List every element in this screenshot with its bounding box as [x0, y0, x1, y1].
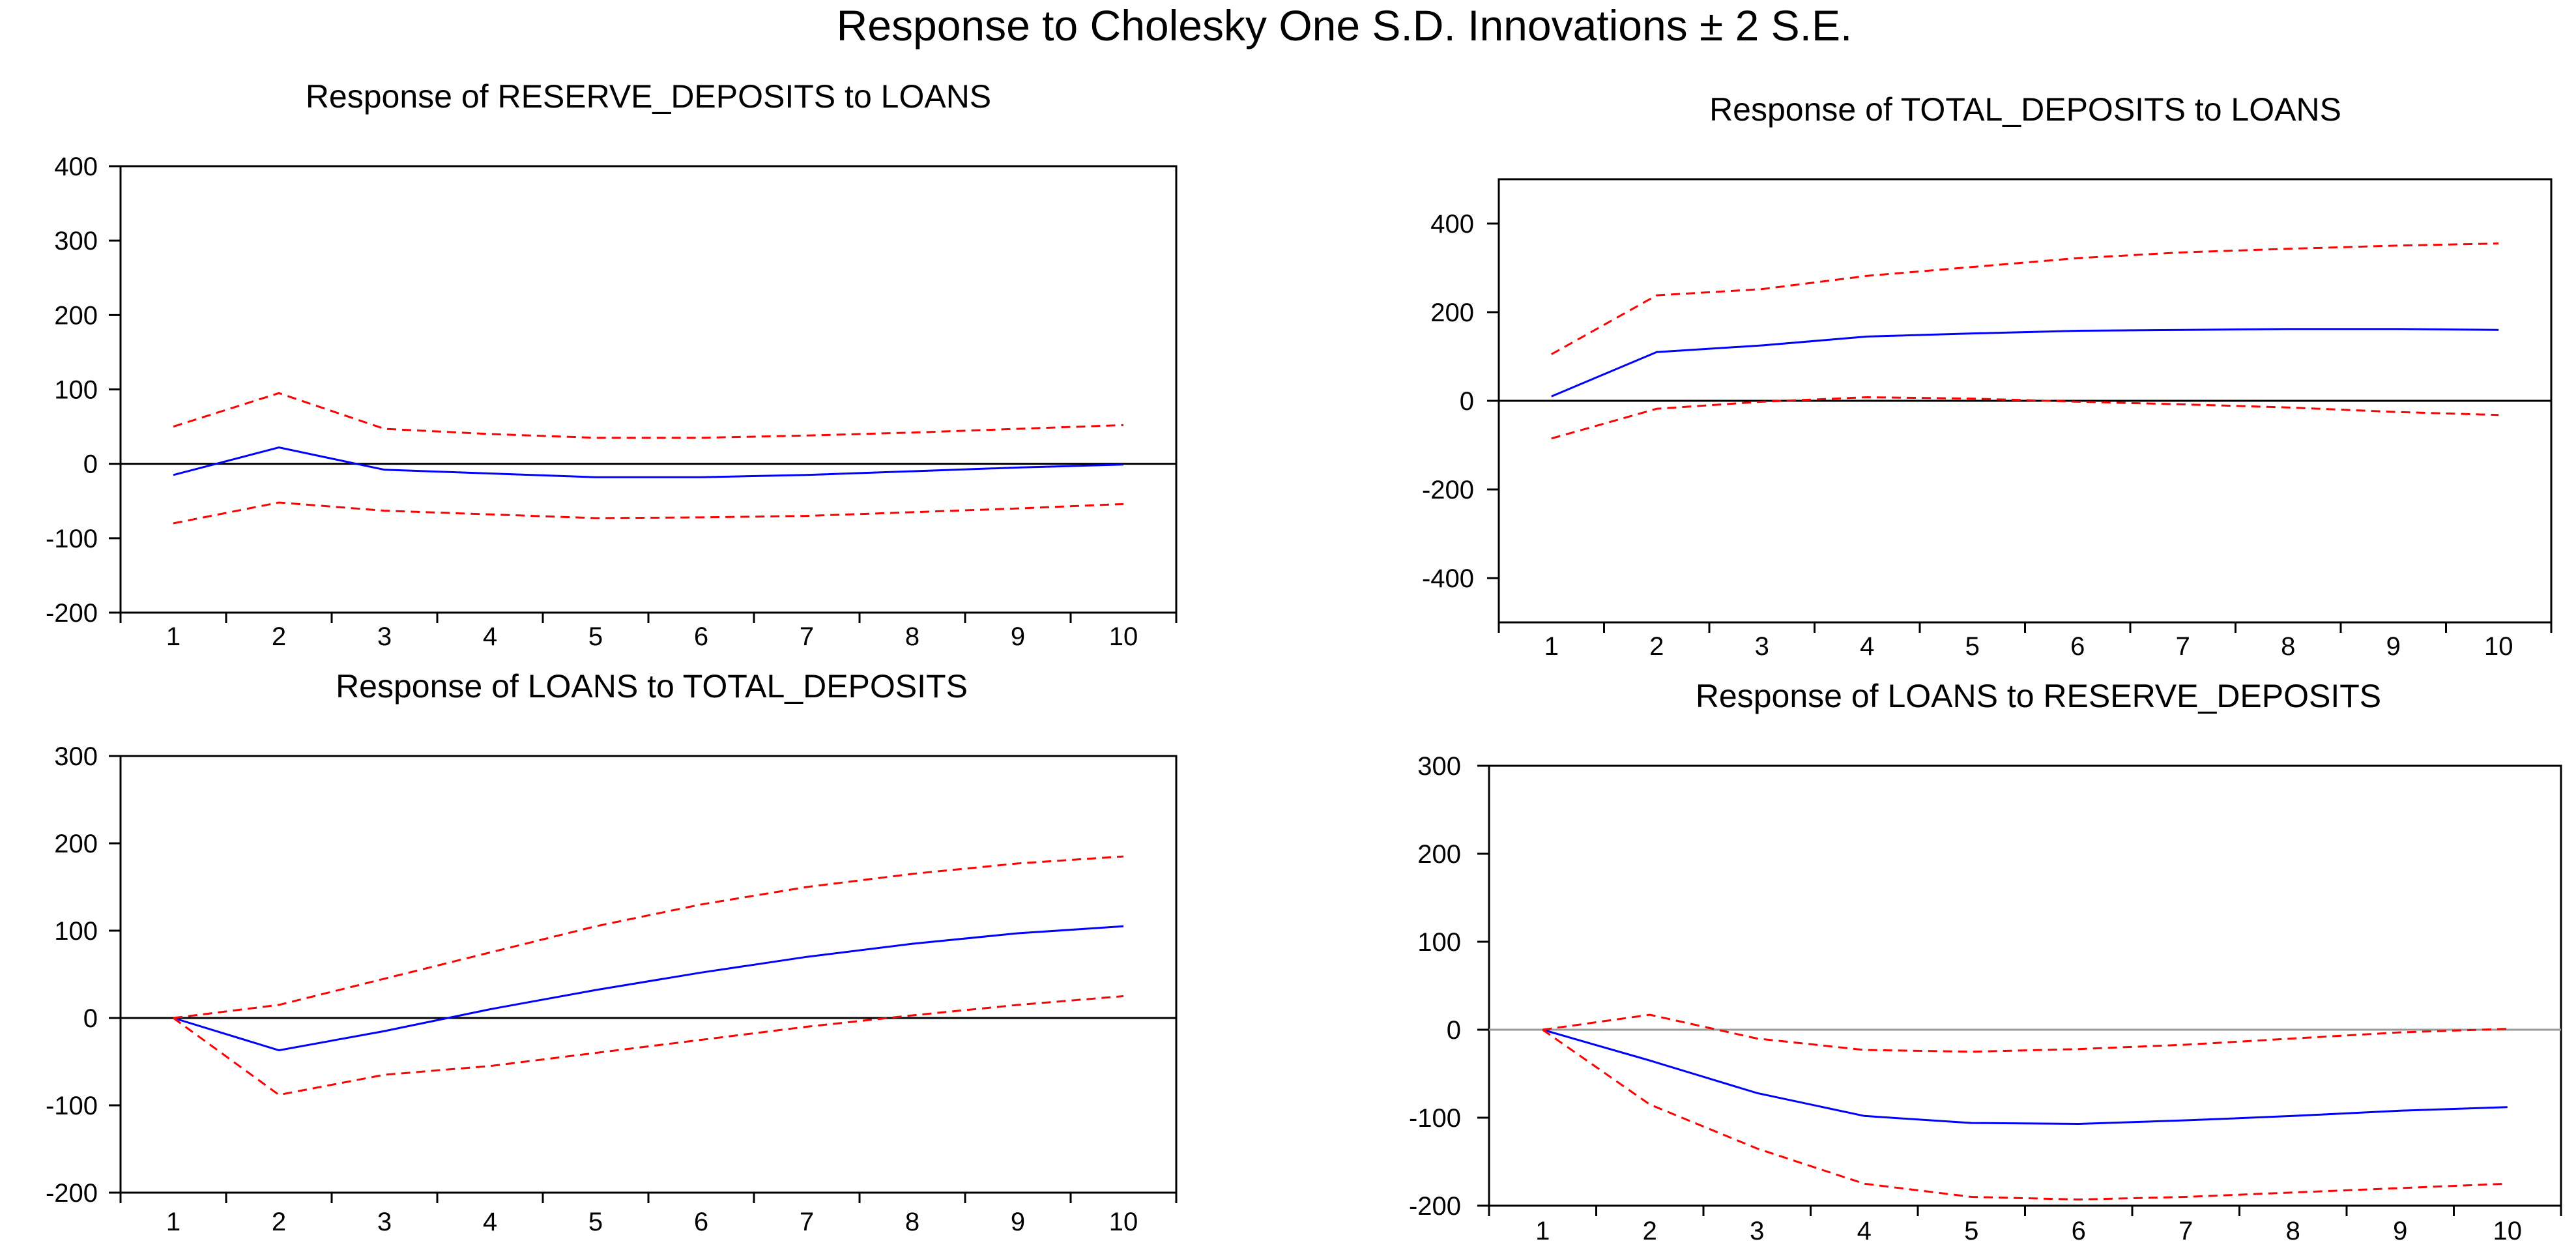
- lower-band-line: [1551, 396, 2499, 440]
- chart-panel-1: Response of RESERVE_DEPOSITS to LOANS -20…: [46, 78, 1178, 651]
- chart-panels: Response of RESERVE_DEPOSITS to LOANS -20…: [46, 78, 2562, 1245]
- x-tick-label: 8: [2286, 1217, 2300, 1245]
- response-line: [1542, 1028, 2508, 1125]
- lower-band-line: [1542, 1028, 2508, 1201]
- y-tick-label: 0: [83, 1004, 98, 1033]
- y-tick-label: 100: [54, 376, 98, 405]
- x-tick-label: 6: [694, 1208, 708, 1236]
- y-tick-label: 200: [1430, 298, 1474, 327]
- lower-band-line: [173, 995, 1124, 1096]
- x-tick-label: 2: [1643, 1217, 1657, 1245]
- x-tick-label: 8: [2281, 632, 2295, 661]
- response-line: [1551, 328, 2499, 398]
- y-tick-label: 300: [1417, 752, 1461, 781]
- x-tick-label: 5: [588, 1208, 603, 1236]
- y-tick-label: 400: [54, 153, 98, 181]
- x-tick-label: 7: [800, 1208, 814, 1236]
- upper-band-line: [1542, 1013, 2508, 1053]
- chart-panel-3: Response of LOANS to TOTAL_DEPOSITS -200 -…: [46, 668, 1178, 1236]
- y-tick-label: -200: [46, 599, 98, 628]
- x-tick-label: 4: [1857, 1217, 1872, 1245]
- x-tick-label: 9: [2393, 1217, 2407, 1245]
- y-tick-label: 200: [54, 301, 98, 330]
- y-tick-label: 0: [83, 450, 98, 479]
- y-tick-label: 300: [54, 742, 98, 771]
- lower-band-line: [173, 501, 1124, 525]
- y-tick-label: 0: [1447, 1016, 1461, 1045]
- x-tick-label: 3: [1755, 632, 1769, 661]
- x-tick-label: 6: [2070, 632, 2085, 661]
- main-title: Response to Cholesky One S.D. Innovation…: [837, 1, 1853, 50]
- y-tick-label: -200: [46, 1179, 98, 1208]
- x-tick-label: 6: [2072, 1217, 2086, 1245]
- x-tick-label: 7: [2176, 632, 2190, 661]
- panel-title: Response of LOANS to TOTAL_DEPOSITS: [336, 668, 968, 705]
- panel-title: Response of RESERVE_DEPOSITS to LOANS: [306, 78, 991, 115]
- y-tick-label: 100: [54, 917, 98, 946]
- x-tick-label: 5: [1965, 632, 1980, 661]
- chart-panel-4: Response of LOANS to RESERVE_DEPOSITS -20…: [1409, 678, 2562, 1245]
- y-tick-label: -200: [1422, 476, 1474, 504]
- x-tick-label: 2: [272, 622, 286, 651]
- response-line: [173, 446, 1124, 478]
- x-tick-label: 7: [2178, 1217, 2193, 1245]
- x-tick-label: 9: [1011, 1208, 1025, 1236]
- x-tick-label: 6: [694, 622, 708, 651]
- y-tick-label: 200: [1417, 840, 1461, 869]
- y-tick-label: -100: [1409, 1104, 1461, 1133]
- x-tick-label: 3: [377, 622, 392, 651]
- x-tick-label: 2: [272, 1208, 286, 1236]
- plot-frame: [1488, 764, 2562, 1207]
- x-tick-label: 10: [2493, 1217, 2523, 1245]
- upper-band-line: [1551, 242, 2499, 355]
- x-tick-label: 3: [377, 1208, 392, 1236]
- x-tick-label: 3: [1750, 1217, 1764, 1245]
- x-tick-label: 5: [588, 622, 603, 651]
- chart-panel-2: Response of TOTAL_DEPOSITS to LOANS -400 -…: [1422, 91, 2553, 661]
- upper-band-line: [173, 855, 1124, 1019]
- x-tick-label: 4: [483, 1208, 497, 1236]
- x-tick-label: 10: [1109, 1208, 1138, 1236]
- y-tick-label: -200: [1409, 1192, 1461, 1221]
- x-tick-label: 1: [166, 1208, 181, 1236]
- y-tick-label: 400: [1430, 210, 1474, 239]
- plot-frame: [119, 165, 1178, 614]
- y-tick-label: -100: [46, 1092, 98, 1120]
- x-tick-label: 7: [800, 622, 814, 651]
- y-tick-label: 100: [1417, 928, 1461, 957]
- y-tick-label: 200: [54, 830, 98, 858]
- x-tick-label: 8: [905, 622, 919, 651]
- x-tick-label: 4: [483, 622, 497, 651]
- x-tick-label: 10: [2484, 632, 2513, 661]
- panel-title: Response of TOTAL_DEPOSITS to LOANS: [1709, 91, 2341, 128]
- plot-frame: [119, 755, 1178, 1194]
- x-tick-label: 4: [1860, 632, 1874, 661]
- panel-title: Response of LOANS to RESERVE_DEPOSITS: [1696, 678, 2381, 714]
- x-tick-label: 2: [1649, 632, 1664, 661]
- y-tick-label: 0: [1460, 387, 1474, 416]
- x-tick-label: 10: [1109, 622, 1138, 651]
- x-tick-label: 8: [905, 1208, 919, 1236]
- y-tick-label: -100: [46, 525, 98, 553]
- response-line: [173, 925, 1124, 1052]
- y-tick-label: 300: [54, 227, 98, 255]
- x-tick-label: 5: [1964, 1217, 1978, 1245]
- y-tick-label: -400: [1422, 564, 1474, 593]
- x-tick-label: 9: [1011, 622, 1025, 651]
- x-tick-label: 9: [2386, 632, 2401, 661]
- x-tick-label: 1: [166, 622, 181, 651]
- upper-band-line: [173, 392, 1124, 439]
- x-tick-label: 1: [1535, 1217, 1550, 1245]
- x-tick-label: 1: [1544, 632, 1559, 661]
